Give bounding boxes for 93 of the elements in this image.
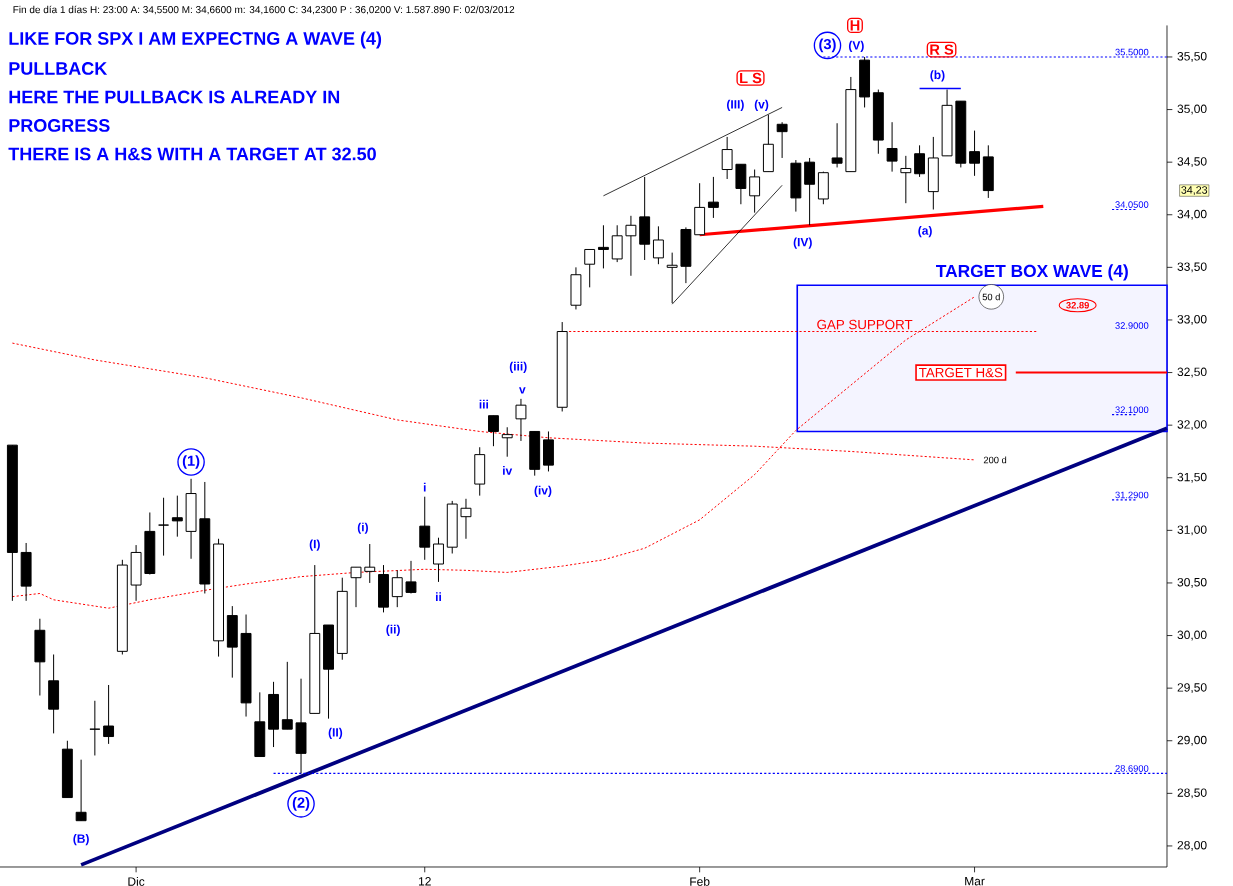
chart-subtitle: Fin de día 1 días H: 23:00 A: 34,5500 M: 34,6600 m: 34,1600 C: 34,2300 P : 36,0200 V: 1.587.890 F: 02/03/2012 <box>13 5 515 15</box>
annotation: (2) <box>292 797 310 811</box>
y-tick-label: 33,00 <box>1177 315 1207 325</box>
annotation: 32.9000 <box>1115 322 1149 329</box>
y-tick-label: 35,00 <box>1177 104 1207 115</box>
annotation: (II) <box>328 727 343 739</box>
y-tick-label: 34,50 <box>1177 157 1207 168</box>
candlestick <box>460 498 472 540</box>
y-tick-label: 33,50 <box>1177 262 1207 273</box>
candlestick <box>914 144 926 178</box>
candlestick <box>89 700 101 756</box>
candlestick <box>776 121 788 159</box>
annotation: i <box>423 482 426 492</box>
ref-line-label: 34.0500 <box>1115 201 1149 208</box>
candlestick <box>625 215 637 277</box>
candlestick <box>900 155 912 204</box>
candlestick <box>350 566 362 608</box>
ref-line-label: GAP SUPPORT <box>817 319 913 330</box>
annotation: (b) <box>930 70 945 82</box>
y-tick-label: 32,00 <box>1177 420 1207 431</box>
candlestick <box>611 224 623 263</box>
annotation: (ii) <box>386 624 400 636</box>
candlestick <box>652 225 664 265</box>
ref-line-label: 35.5000 <box>1115 48 1149 56</box>
candlestick <box>804 157 816 226</box>
y-tick-label: 31,00 <box>1177 525 1207 536</box>
ref-line-label: 31.2900 <box>1115 491 1149 499</box>
annotation: (i) <box>357 522 368 534</box>
annotation: (III) <box>727 99 744 111</box>
y-tick-label: 29,00 <box>1177 735 1207 746</box>
annotation: iv <box>503 466 513 475</box>
candlestick <box>419 496 431 561</box>
annotation: PROGRESS <box>9 119 110 132</box>
candlestick <box>158 497 170 557</box>
annotation: HERE THE PULLBACK IS ALREADY IN <box>9 90 340 104</box>
candlestick <box>597 224 609 269</box>
y-tick-label: 28,50 <box>1177 788 1207 799</box>
series-label: 200 d <box>983 456 1007 464</box>
annotation: (B) <box>73 834 89 846</box>
candlestick <box>501 426 513 458</box>
candlestick <box>391 569 403 608</box>
candlestick <box>405 560 417 594</box>
y-tick-label: 32,50 <box>1177 367 1207 378</box>
candlestick <box>886 121 898 173</box>
y-tick-label: 34,00 <box>1177 209 1207 220</box>
candlestick <box>103 684 115 745</box>
ref-line-label: 28.6900 <box>1115 765 1149 772</box>
annotation: (1) <box>182 455 200 469</box>
x-tick-label: 12 <box>418 877 431 886</box>
annotation: R S <box>930 44 954 55</box>
annotation: (iv) <box>534 485 552 498</box>
annotation: (a) <box>918 226 932 238</box>
candlestick <box>721 136 733 180</box>
y-tick-label: 35,50 <box>1177 52 1207 62</box>
annotation: PULLBACK <box>9 62 108 75</box>
annotation: (IV) <box>793 237 812 249</box>
x-tick-label: Dic <box>128 877 145 886</box>
annotation: (3) <box>819 38 836 53</box>
y-tick-label: 28,00 <box>1177 840 1207 851</box>
y-tick-label: 30,50 <box>1177 577 1207 588</box>
series-label: 50 d <box>982 293 1000 301</box>
y-tick-label: 30,00 <box>1177 630 1207 641</box>
candlestick <box>171 495 183 538</box>
x-tick-label: Feb <box>690 877 710 886</box>
annotation: THERE IS A H&S WITH A TARGET AT 32.50 <box>8 147 376 161</box>
y-tick-label: 31,50 <box>1177 472 1207 483</box>
ref-line-label: TARGET H&S <box>919 367 1003 378</box>
candlestick <box>584 248 596 288</box>
candlestick <box>831 122 843 168</box>
candlestick <box>515 398 527 442</box>
band-label: TARGET BOX WAVE (4) <box>936 264 1128 281</box>
y-tick-label: 29,50 <box>1177 683 1207 694</box>
annotation: LIKE FOR SPX I AM EXPECTNG A WAVE (4) <box>9 31 382 49</box>
annotation: iii <box>479 399 489 409</box>
candlestick <box>364 543 376 584</box>
x-tick-label: Mar <box>965 877 985 886</box>
candlestick <box>969 130 981 177</box>
candlestick <box>488 415 499 447</box>
annotation: (v) <box>754 99 769 111</box>
annotation: (I) <box>309 539 320 551</box>
candlestick <box>281 661 293 730</box>
text: 34,23 <box>1181 186 1208 195</box>
ref-line-label: 32.1000 <box>1115 406 1149 414</box>
candlestick <box>75 759 87 822</box>
annotation: L S <box>740 72 762 84</box>
annotation: (iii) <box>509 361 527 373</box>
candlestick <box>433 537 444 583</box>
annotation: ii <box>435 592 441 601</box>
annotation: v <box>519 387 526 394</box>
annotation: 32.89 <box>1066 301 1089 309</box>
candlestick <box>707 176 719 219</box>
annotation: H <box>850 20 860 31</box>
annotation: (V) <box>848 40 864 53</box>
